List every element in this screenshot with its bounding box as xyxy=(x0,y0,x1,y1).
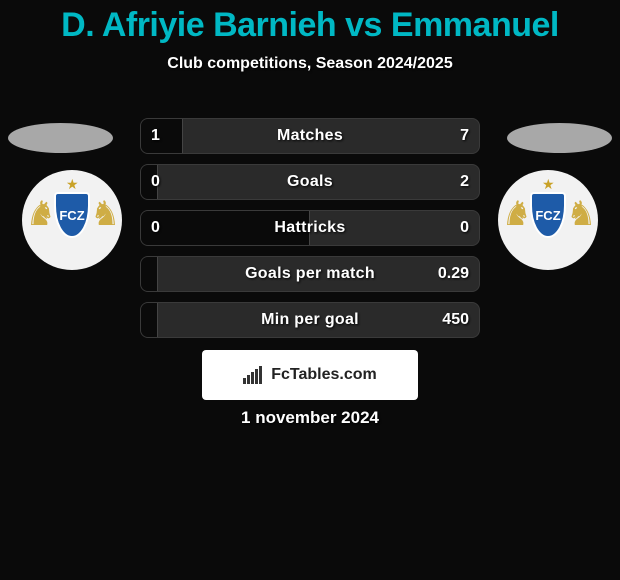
fctables-logo-icon xyxy=(243,366,267,384)
page-title: D. Afriyie Barnieh vs Emmanuel xyxy=(0,0,620,45)
stat-label: Goals per match xyxy=(141,257,479,291)
stat-label: Hattricks xyxy=(141,211,479,245)
stat-right-value: 450 xyxy=(442,303,469,337)
stat-row: 1Matches7 xyxy=(140,118,480,154)
stat-row: Goals per match0.29 xyxy=(140,256,480,292)
fcz-logo-icon: ★ ♞ FCZ ♞ xyxy=(498,170,598,270)
brand-text: FcTables.com xyxy=(271,366,377,384)
left-player-avatar xyxy=(8,123,113,153)
stat-right-value: 7 xyxy=(460,119,469,153)
stat-right-value: 2 xyxy=(460,165,469,199)
left-club-badge: ★ ♞ FCZ ♞ xyxy=(22,170,122,270)
stat-right-value: 0 xyxy=(460,211,469,245)
fcz-logo-icon: ★ ♞ FCZ ♞ xyxy=(22,170,122,270)
stat-label: Min per goal xyxy=(141,303,479,337)
right-club-badge: ★ ♞ FCZ ♞ xyxy=(498,170,598,270)
stat-row: 0Hattricks0 xyxy=(140,210,480,246)
stat-right-value: 0.29 xyxy=(438,257,469,291)
stat-row: 0Goals2 xyxy=(140,164,480,200)
stat-row: Min per goal450 xyxy=(140,302,480,338)
brand-badge: FcTables.com xyxy=(202,350,418,400)
footer-date: 1 november 2024 xyxy=(0,408,620,428)
page-subtitle: Club competitions, Season 2024/2025 xyxy=(0,55,620,73)
stat-label: Matches xyxy=(141,119,479,153)
stats-rows: 1Matches70Goals20Hattricks0Goals per mat… xyxy=(140,118,480,348)
stat-label: Goals xyxy=(141,165,479,199)
right-player-avatar xyxy=(507,123,612,153)
